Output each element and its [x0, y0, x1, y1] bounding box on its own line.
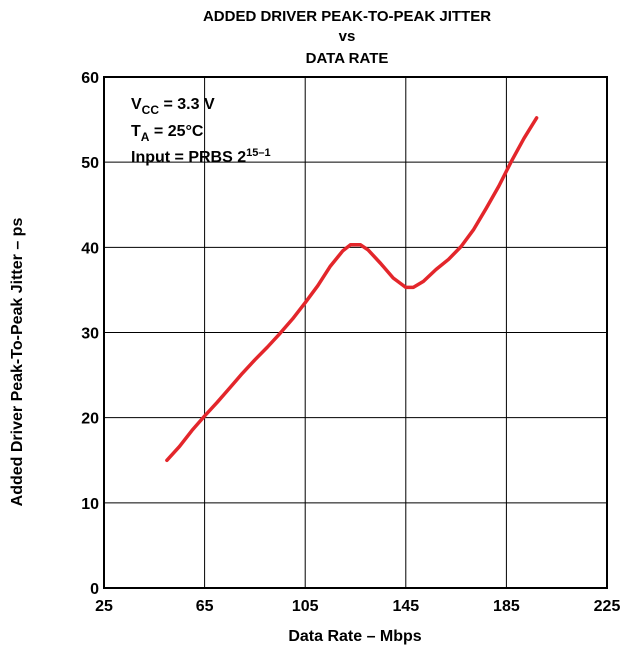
y-tick-label-10: 10	[81, 496, 99, 513]
x-tick-label-225: 225	[594, 598, 621, 615]
y-tick-label-20: 20	[81, 411, 99, 428]
title-line-2: vs	[339, 28, 356, 45]
x-tick-label-65: 65	[196, 598, 214, 615]
grid	[104, 77, 607, 588]
y-tick-label-30: 30	[81, 326, 99, 343]
annotation-box: VCC = 3.3 V TA = 25°C Input = PRBS 215–1	[131, 96, 271, 166]
plot-frame	[103, 76, 608, 589]
annotation-vcc: VCC = 3.3 V	[131, 96, 215, 117]
x-tick-label-185: 185	[493, 598, 520, 615]
chart-title: ADDED DRIVER PEAK-TO-PEAK JITTER vs DATA…	[203, 8, 491, 67]
x-axis-label: Data Rate – Mbps	[288, 628, 421, 645]
x-tick-label-25: 25	[95, 598, 113, 615]
y-tick-label-50: 50	[81, 155, 99, 172]
x-tick-label-105: 105	[292, 598, 319, 615]
y-tick-label-40: 40	[81, 240, 99, 257]
y-tick-label-0: 0	[90, 581, 99, 598]
title-line-1: ADDED DRIVER PEAK-TO-PEAK JITTER	[203, 8, 491, 25]
tick-labels: 25 65 105 145 185 225 0 10 20 30 40 50 60	[81, 70, 620, 615]
x-tick-label-145: 145	[392, 598, 419, 615]
y-tick-label-60: 60	[81, 70, 99, 87]
annotation-ta: TA = 25°C	[131, 123, 204, 144]
annotation-input: Input = PRBS 215–1	[131, 147, 271, 166]
jitter-series-line	[165, 116, 539, 463]
y-axis-label: Added Driver Peak-To-Peak Jitter – ps	[9, 218, 26, 507]
title-line-3: DATA RATE	[306, 50, 389, 67]
